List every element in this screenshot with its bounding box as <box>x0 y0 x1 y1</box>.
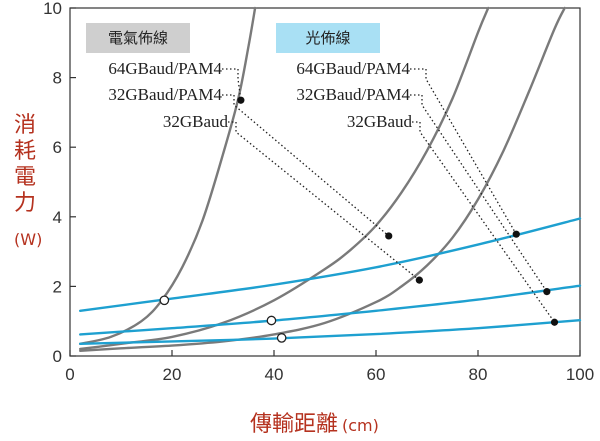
callout-leader-optical-64gbaud-pam4 <box>410 68 517 235</box>
callout-label-optical-32gbaud: 32GBaud <box>347 112 413 131</box>
callout-labels: 64GBaud/PAM4 32GBaud/PAM4 32GBaud 64GBaud/P… <box>108 59 412 131</box>
callout-label-optical-64gbaud-pam4: 64GBaud/PAM4 <box>296 59 410 78</box>
callout-label-electrical-64gbaud-pam4: 64GBaud/PAM4 <box>108 59 222 78</box>
callout-point-optical-32gbaud-pam4 <box>543 288 551 296</box>
y-tick-label: 2 <box>53 277 62 296</box>
legend-optical: 光佈線 <box>276 23 380 53</box>
x-axis-title: 傳輸距離 (cm) <box>250 412 379 437</box>
y-tick-label: 8 <box>53 69 62 88</box>
y-axis-label: 消耗電力 <box>14 113 36 216</box>
y-tick-label: 6 <box>53 138 62 157</box>
legend-optical-label: 光佈線 <box>305 29 350 47</box>
legend-electrical: 電氣佈線 <box>86 23 190 53</box>
x-tick-label: 0 <box>65 365 74 384</box>
callout-point-optical-32gbaud <box>550 318 559 326</box>
x-axis-unit: (cm) <box>342 416 379 435</box>
x-tick-label: 20 <box>163 365 182 384</box>
callout-point-electrical-32gbaud <box>415 276 423 284</box>
x-tick-label: 80 <box>469 365 488 384</box>
callout-leader-electrical-64gbaud-pam4 <box>222 68 242 101</box>
callout-point-electrical-32gbaud-pam4 <box>385 232 393 240</box>
plot-frame <box>69 7 581 357</box>
callout-label-electrical-32gbaud: 32GBaud <box>163 112 229 131</box>
series-line-optical-32gbaud-pam4 <box>79 284 582 336</box>
callout-leader-electrical-32gbaud-pam4 <box>222 94 390 237</box>
callout-leader-electrical-32gbaud <box>228 121 420 281</box>
callout-point-optical-64gbaud-pam4 <box>512 230 520 238</box>
callout-leader-optical-32gbaud <box>412 121 556 323</box>
callout-leaders <box>222 68 556 323</box>
y-axis-title: 消耗電力 (W) <box>14 113 42 249</box>
markers <box>159 96 559 343</box>
crossover-point <box>276 333 287 343</box>
crossover-point <box>266 315 277 326</box>
crossover-point <box>159 295 170 306</box>
axes: 0 20 40 60 80 100 0 2 4 6 8 10 <box>43 0 594 384</box>
x-tick-label: 60 <box>367 365 386 384</box>
y-tick-label: 0 <box>53 347 62 366</box>
x-tick-label: 40 <box>265 365 284 384</box>
x-tick-label: 100 <box>566 365 594 384</box>
series-line-optical-32gbaud <box>79 319 582 345</box>
legend-electrical-label: 電氣佈線 <box>108 29 168 47</box>
callout-point-electrical-64gbaud-pam4 <box>237 96 245 104</box>
x-axis-label: 傳輸距離 <box>250 412 338 437</box>
y-tick-label: 10 <box>43 0 62 18</box>
callout-leader-optical-32gbaud-pam4 <box>410 94 548 292</box>
series-line-electrical-32gbaud <box>79 6 566 352</box>
series-line-electrical-64gbaud-pam4 <box>79 6 257 345</box>
callout-label-electrical-32gbaud-pam4: 32GBaud/PAM4 <box>108 85 222 104</box>
y-tick-label: 4 <box>53 208 62 227</box>
y-axis-unit: (W) <box>14 230 42 249</box>
callout-label-optical-32gbaud-pam4: 32GBaud/PAM4 <box>296 85 410 104</box>
legend-electrical-badge <box>86 23 190 53</box>
series-line-electrical-32gbaud-pam4 <box>79 6 490 351</box>
legend-optical-badge <box>276 23 380 53</box>
